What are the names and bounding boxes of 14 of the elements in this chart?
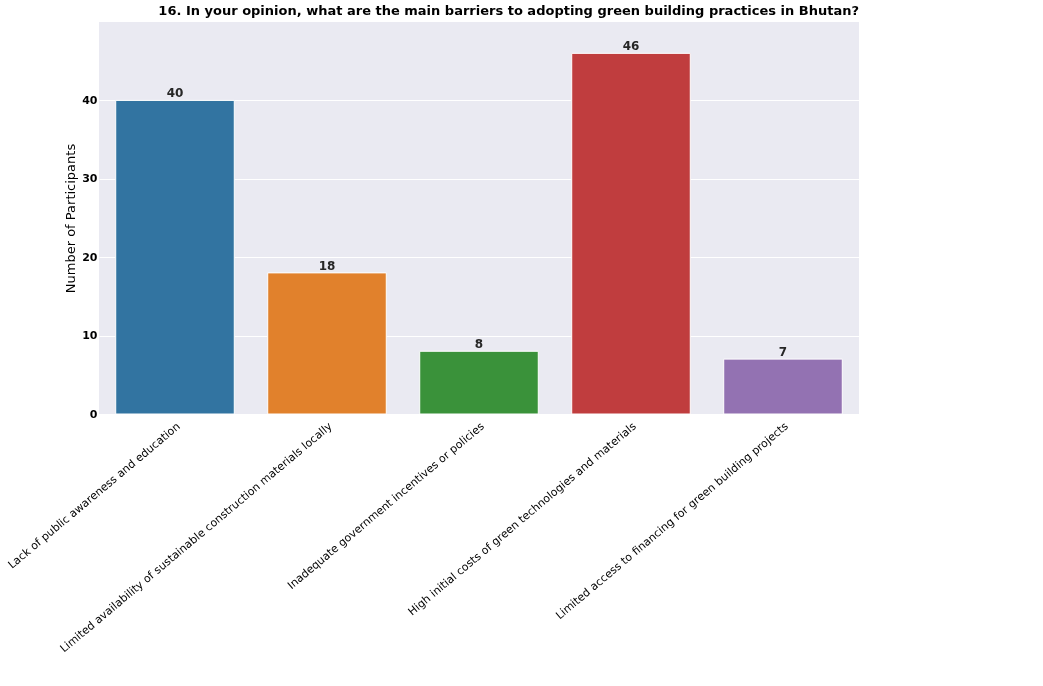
- bar: [419, 350, 539, 415]
- chart-title: 16. In your opinion, what are the main barriers to adopting green building practices in Bhutan?: [158, 3, 859, 18]
- bar: [723, 358, 843, 415]
- data-label: 7: [778, 345, 788, 360]
- y-axis-title: Number of Participants: [63, 143, 79, 294]
- y-tick-label: 30: [82, 172, 98, 186]
- y-tick-label: 0: [89, 407, 98, 421]
- data-label: 40: [166, 86, 184, 101]
- y-tick-label: 40: [82, 93, 98, 107]
- y-tick-label: 20: [82, 250, 98, 264]
- data-label: 46: [622, 39, 640, 54]
- y-tick-label: 10: [82, 329, 98, 343]
- data-label: 18: [318, 258, 336, 273]
- data-label: 8: [474, 337, 484, 352]
